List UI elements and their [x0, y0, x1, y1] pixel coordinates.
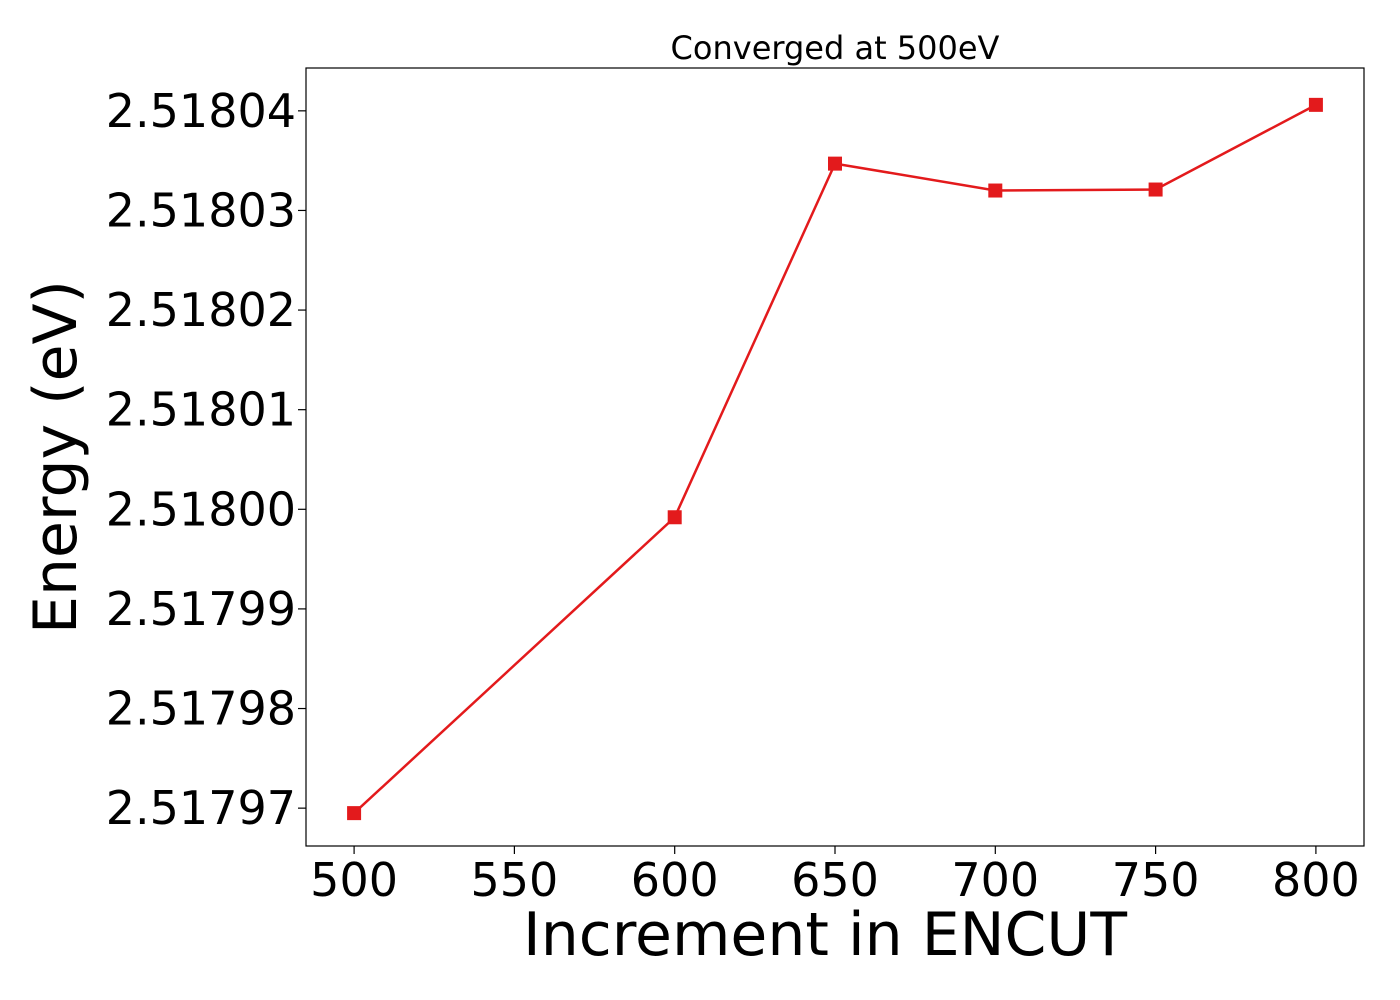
x-axis: 500 550 600 650 700 750 800	[310, 846, 1360, 907]
x-tick-label: 800	[1272, 853, 1360, 907]
y-tick-label: 2.51797	[106, 781, 296, 835]
data-point-marker	[988, 183, 1003, 198]
y-axis-label: Energy (eV)	[21, 280, 91, 634]
data-point-marker	[347, 806, 362, 821]
data-point-marker	[667, 510, 682, 525]
y-tick-label: 2.51802	[106, 283, 296, 337]
y-tick-label: 2.51804	[106, 84, 296, 138]
x-axis-label: Increment in ENCUT	[523, 900, 1127, 970]
y-tick-label: 2.51800	[106, 482, 296, 536]
y-tick-label: 2.51803	[106, 183, 296, 237]
x-tick-label: 750	[1112, 853, 1200, 907]
x-tick-label: 550	[470, 853, 558, 907]
y-axis: 2.51797 2.51798 2.51799 2.51800 2.51801 2.518…	[106, 84, 306, 835]
series-markers	[347, 97, 1323, 821]
y-tick-label: 2.51799	[106, 582, 296, 636]
series-line	[353, 103, 1317, 815]
plot-frame	[305, 67, 1365, 847]
y-tick-label: 2.51798	[106, 682, 296, 736]
data-point-marker	[828, 156, 842, 171]
data-point-marker	[1308, 97, 1323, 112]
chart-title: Converged at 500eV	[671, 29, 1000, 67]
x-tick-label: 700	[951, 853, 1039, 907]
x-tick-label: 600	[631, 853, 719, 907]
y-tick-label: 2.51801	[106, 383, 296, 437]
data-point-marker	[1148, 182, 1163, 197]
x-tick-label: 500	[310, 853, 398, 907]
x-tick-label: 650	[791, 853, 879, 907]
